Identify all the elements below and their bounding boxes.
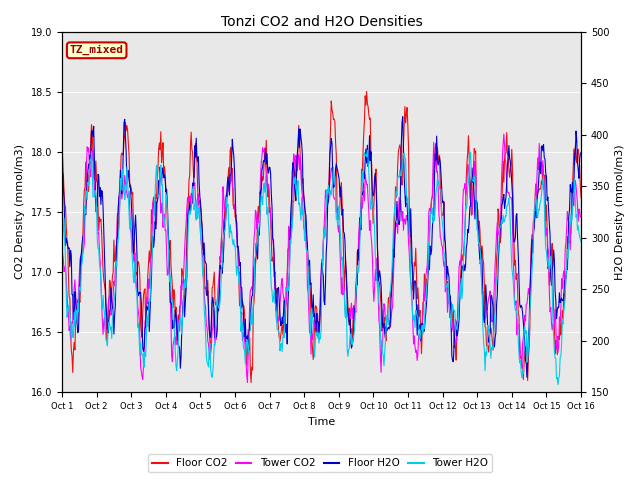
Line: Tower CO2: Tower CO2 <box>62 134 581 383</box>
Floor CO2 <box>121 132 129 138</box>
Floor CO2 <box>173 336 181 342</box>
Tower CO2 <box>173 319 181 325</box>
Tower CO2 <box>577 214 585 220</box>
Legend: Floor CO2, Tower CO2, Floor H2O, Tower H2O: Floor CO2, Tower CO2, Floor H2O, Tower H… <box>148 454 492 472</box>
Tower CO2 <box>67 331 75 336</box>
Floor CO2 <box>247 380 255 385</box>
Tower H2O <box>67 337 75 343</box>
Tower H2O <box>385 315 393 321</box>
Tower CO2 <box>401 216 408 222</box>
Floor CO2 <box>386 305 394 311</box>
Y-axis label: H2O Density (mmol/m3): H2O Density (mmol/m3) <box>615 144 625 280</box>
Text: TZ_mixed: TZ_mixed <box>70 45 124 55</box>
Tower H2O <box>577 239 585 245</box>
Tower CO2 <box>500 131 508 137</box>
Tower H2O <box>201 316 209 322</box>
Floor H2O <box>121 117 129 122</box>
Tower H2O <box>121 197 129 203</box>
Floor H2O <box>577 150 585 156</box>
Tower H2O <box>173 356 181 362</box>
Floor H2O <box>385 324 392 330</box>
Tower H2O <box>364 147 371 153</box>
Floor H2O <box>401 174 408 180</box>
Floor CO2 <box>201 286 209 291</box>
Tower CO2 <box>201 300 209 306</box>
Floor CO2 <box>577 194 585 200</box>
Line: Tower H2O: Tower H2O <box>62 150 581 384</box>
Title: Tonzi CO2 and H2O Densities: Tonzi CO2 and H2O Densities <box>221 15 422 29</box>
Floor H2O <box>67 252 75 258</box>
Floor CO2 <box>67 348 75 353</box>
Tower CO2 <box>385 321 393 327</box>
Tower CO2 <box>121 172 129 178</box>
Line: Floor H2O: Floor H2O <box>62 117 581 377</box>
Tower H2O <box>58 228 66 234</box>
Tower CO2 <box>244 380 252 385</box>
Y-axis label: CO2 Density (mmol/m3): CO2 Density (mmol/m3) <box>15 144 25 279</box>
Tower H2O <box>401 150 408 156</box>
Floor H2O <box>399 114 406 120</box>
Floor H2O <box>523 374 531 380</box>
Line: Floor CO2: Floor CO2 <box>62 92 581 383</box>
Floor H2O <box>173 334 181 339</box>
Floor CO2 <box>363 89 371 95</box>
X-axis label: Time: Time <box>308 417 335 427</box>
Floor H2O <box>201 258 209 264</box>
Tower H2O <box>554 382 562 387</box>
Floor CO2 <box>401 104 409 109</box>
Tower CO2 <box>58 245 66 251</box>
Floor CO2 <box>58 170 66 176</box>
Floor H2O <box>58 138 66 144</box>
